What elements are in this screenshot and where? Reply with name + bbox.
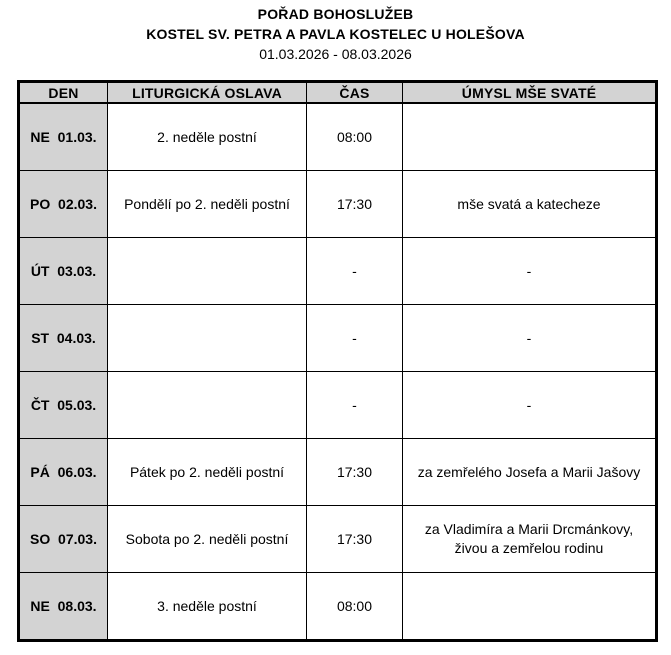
church-name: KOSTEL SV. PETRA A PAVLA KOSTELEC U HOLE… <box>146 26 525 42</box>
intention-cell: - <box>402 304 657 372</box>
intention-cell: za Vladimíra a Marii Drcmánkovy, živou a… <box>402 505 657 573</box>
table-row: NE 08.03. 3. neděle postní 08:00 <box>18 572 657 641</box>
table-row: PÁ 06.03. Pátek po 2. neděli postní 17:3… <box>18 438 657 506</box>
day-cell: SO 07.03. <box>18 505 108 573</box>
intention-cell: - <box>402 237 657 305</box>
column-header-day: DEN <box>18 81 108 104</box>
time-cell: 17:30 <box>306 170 403 238</box>
day-cell: NE 08.03. <box>18 572 108 641</box>
celebration-cell <box>107 304 307 372</box>
intention-cell: - <box>402 371 657 439</box>
column-header-intention: ÚMYSL MŠE SVATÉ <box>402 81 657 104</box>
intention-cell <box>402 572 657 641</box>
header-row: DEN LITURGICKÁ OSLAVA ČAS ÚMYSL MŠE SVAT… <box>18 81 657 104</box>
document-header: POŘAD BOHOSLUŽEB KOSTEL SV. PETRA A PAVL… <box>0 0 671 64</box>
date-range: 01.03.2026 - 08.03.2026 <box>259 46 412 62</box>
day-cell: ČT 05.03. <box>18 371 108 439</box>
celebration-cell: Pátek po 2. neděli postní <box>107 438 307 506</box>
table-row: NE 01.03. 2. neděle postní 08:00 <box>18 102 657 171</box>
day-cell: ST 04.03. <box>18 304 108 372</box>
celebration-cell: 2. neděle postní <box>107 102 307 171</box>
celebration-cell <box>107 237 307 305</box>
time-cell: 17:30 <box>306 438 403 506</box>
day-cell: PO 02.03. <box>18 170 108 238</box>
intention-cell: za zemřelého Josefa a Marii Jašovy <box>402 438 657 506</box>
time-cell: 17:30 <box>306 505 403 573</box>
celebration-cell <box>107 371 307 439</box>
column-header-time: ČAS <box>306 81 403 104</box>
day-cell: PÁ 06.03. <box>18 438 108 506</box>
table-row: PO 02.03. Pondělí po 2. neděli postní 17… <box>18 170 657 238</box>
page-title: POŘAD BOHOSLUŽEB <box>257 6 414 22</box>
column-header-celebration: LITURGICKÁ OSLAVA <box>107 81 307 104</box>
time-cell: 08:00 <box>306 572 403 641</box>
celebration-cell: Pondělí po 2. neděli postní <box>107 170 307 238</box>
schedule-table: DEN LITURGICKÁ OSLAVA ČAS ÚMYSL MŠE SVAT… <box>17 80 658 642</box>
table-row: SO 07.03. Sobota po 2. neděli postní 17:… <box>18 505 657 573</box>
time-cell: - <box>306 304 403 372</box>
intention-cell <box>402 102 657 171</box>
celebration-cell: Sobota po 2. neděli postní <box>107 505 307 573</box>
intention-cell: mše svatá a katecheze <box>402 170 657 238</box>
day-cell: NE 01.03. <box>18 102 108 171</box>
day-cell: ÚT 03.03. <box>18 237 108 305</box>
time-cell: 08:00 <box>306 102 403 171</box>
table-row: ÚT 03.03. - - <box>18 237 657 305</box>
time-cell: - <box>306 371 403 439</box>
celebration-cell: 3. neděle postní <box>107 572 307 641</box>
table-row: ČT 05.03. - - <box>18 371 657 439</box>
table-row: ST 04.03. - - <box>18 304 657 372</box>
time-cell: - <box>306 237 403 305</box>
